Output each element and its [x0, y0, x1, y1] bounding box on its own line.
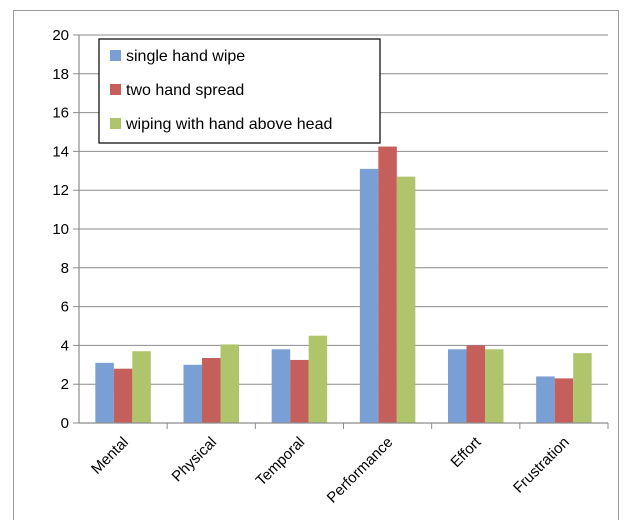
bar-physical-series-3 [220, 344, 239, 423]
axes-group [78, 35, 609, 429]
legend-swatch-single-hand-wipe [110, 50, 121, 61]
bar-temporal-series-3 [308, 335, 328, 423]
y-tick-label: 20 [52, 27, 69, 44]
x-tick-label-mental: Mental [88, 434, 132, 478]
y-tick-label: 4 [61, 337, 69, 354]
bar-performance-series-2 [378, 146, 397, 424]
bar-mental-series-3 [132, 351, 151, 423]
y-tick-label: 6 [61, 299, 69, 316]
y-tick-label: 12 [52, 182, 69, 199]
bar-effort-series-3 [485, 349, 504, 423]
y-tick-label: 18 [52, 66, 69, 83]
bar-physical-series-1 [183, 364, 202, 423]
y-tick-label: 0 [61, 415, 69, 432]
bar-effort-series-2 [466, 345, 485, 423]
legend-swatch-two-hand-spread [110, 84, 121, 95]
y-tick-label: 8 [61, 260, 69, 277]
x-tick-labels: Mental Physical Temporal Performance Effort F… [88, 433, 573, 506]
bar-performance-series-3 [396, 176, 416, 423]
legend-box [98, 38, 381, 144]
legend-label-wiping-above-head: wiping with hand above head [125, 116, 332, 133]
x-tick-label-temporal: Temporal [253, 434, 309, 490]
y-tick-label: 2 [61, 376, 69, 393]
x-tick-label-performance: Performance [324, 434, 397, 507]
bars-group [95, 146, 592, 424]
bar-temporal-series-1 [271, 349, 291, 423]
bar-effort-series-1 [448, 349, 467, 423]
bar-mental-series-2 [113, 368, 133, 423]
bar-performance-series-1 [359, 168, 379, 423]
legend-label-two-hand-spread: two hand spread [126, 82, 244, 99]
bar-frustration-series-3 [573, 353, 592, 423]
legend-swatch-wiping-above-head [110, 118, 121, 129]
bar-frustration-series-1 [536, 376, 555, 423]
x-tick-label-effort: Effort [447, 433, 485, 471]
bar-frustration-series-2 [554, 378, 574, 423]
y-tick-labels: 0 2 4 6 8 10 12 14 16 18 20 [52, 27, 69, 432]
y-tick-label: 16 [52, 105, 69, 122]
x-tick-label-physical: Physical [169, 434, 221, 486]
bar-mental-series-1 [95, 362, 114, 423]
gridlines [73, 34, 608, 424]
bar-physical-series-2 [202, 358, 221, 423]
y-tick-label: 10 [52, 221, 69, 238]
legend-label-single-hand-wipe: single hand wipe [126, 48, 245, 65]
y-tick-label: 14 [52, 143, 69, 160]
x-tick-label-frustration: Frustration [510, 434, 573, 497]
bar-temporal-series-2 [290, 359, 309, 423]
legend: single hand wipe two hand spread wiping … [98, 38, 381, 144]
